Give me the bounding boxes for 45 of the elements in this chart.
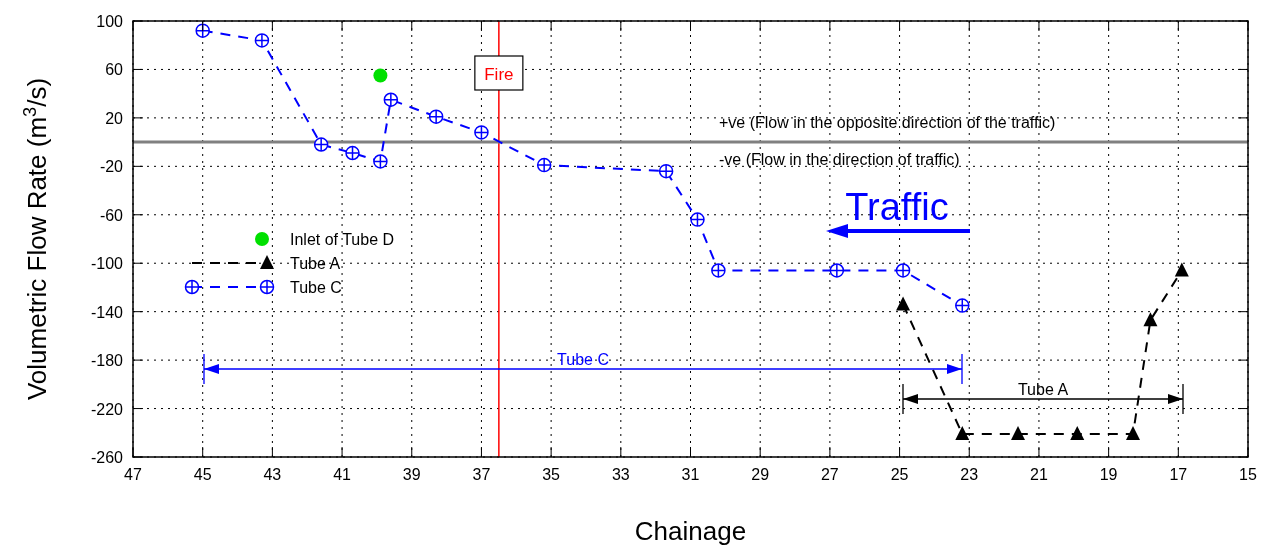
x-axis-title: Chainage	[634, 516, 747, 546]
legend-label: Inlet of Tube D	[290, 231, 395, 248]
y-tick-label: -140	[90, 303, 124, 321]
x-tick-label: 29	[751, 466, 770, 483]
y-tick-label: 20	[105, 109, 124, 127]
legend-label: Tube A	[290, 255, 341, 272]
point	[1011, 425, 1026, 440]
x-tick-label: 33	[611, 466, 630, 483]
x-tick-label: 23	[960, 466, 979, 483]
x-tick-label: 47	[124, 466, 142, 483]
x-tick-label: 45	[193, 466, 212, 483]
x-tick-label: 21	[1030, 466, 1048, 483]
x-tick-label: 39	[402, 466, 421, 483]
point	[1174, 262, 1189, 277]
x-tick-label: 17	[1169, 466, 1188, 483]
y-tick-label: -60	[99, 206, 124, 224]
x-tick-label: 15	[1239, 466, 1257, 483]
y-tick-label: -100	[90, 255, 124, 273]
x-tick-label: 27	[820, 466, 839, 483]
point	[1070, 425, 1085, 440]
x-tick-label: 35	[542, 466, 561, 483]
y-tick-label: -220	[90, 400, 124, 418]
x-tick-label: 37	[472, 466, 491, 483]
point	[896, 296, 911, 311]
annotation: -ve (Flow in the direction of traffic)	[719, 151, 960, 168]
annotation: Tube C	[557, 351, 609, 368]
annotation: Traffic	[845, 186, 949, 228]
legend-label: Tube C	[290, 279, 342, 296]
point	[373, 68, 388, 83]
x-tick-label: 19	[1099, 466, 1118, 483]
y-tick-label: 100	[96, 13, 124, 30]
y-tick-label: -20	[99, 158, 124, 176]
x-tick-label: 31	[681, 466, 700, 483]
annotation: +ve (Flow in the opposite direction of the traffic)	[719, 114, 1056, 131]
annotation: Tube A	[1017, 381, 1069, 398]
ref-line-label: Fire	[484, 65, 514, 84]
point	[1143, 312, 1158, 327]
x-tick-label: 43	[263, 466, 282, 483]
x-tick-label: 41	[333, 466, 352, 483]
point	[1126, 425, 1141, 440]
y-tick-label: -180	[90, 352, 124, 370]
y-tick-label: -260	[90, 449, 124, 466]
y-tick-label: 60	[105, 61, 124, 79]
point	[955, 425, 970, 440]
x-tick-label: 25	[890, 466, 909, 483]
